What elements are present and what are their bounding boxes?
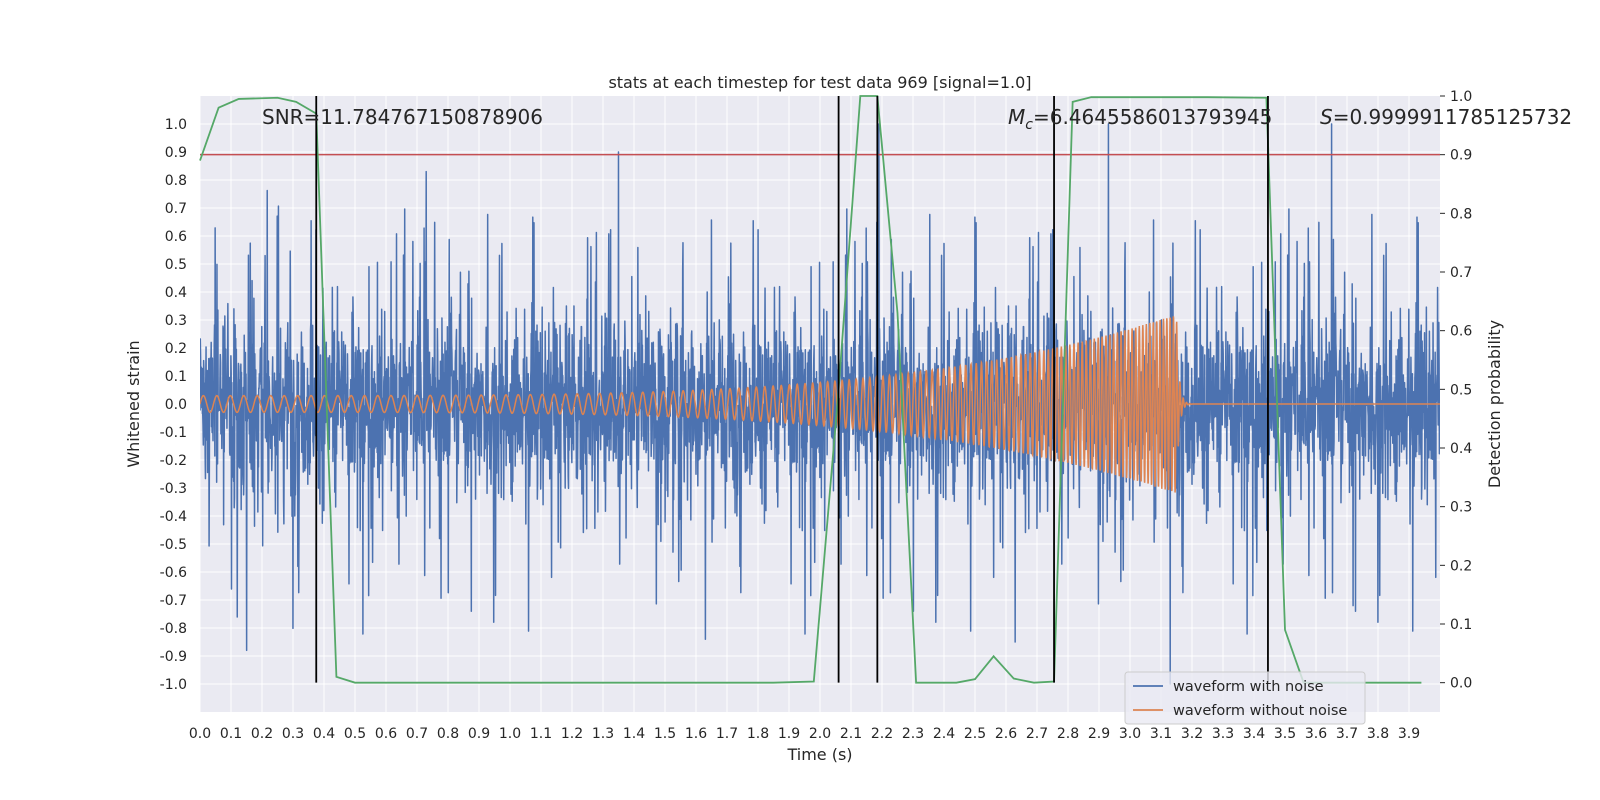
x-tick-label: 0.7 (406, 726, 428, 742)
x-tick-label: 1.0 (499, 726, 521, 742)
x-tick-label: 1.4 (623, 726, 645, 742)
x-tick-label: 3.2 (1181, 726, 1203, 742)
y2-tick-label: 0.5 (1450, 382, 1472, 398)
y-tick-label: -0.7 (160, 593, 187, 609)
x-tick-label: 3.1 (1150, 726, 1172, 742)
x-tick-label: 2.0 (809, 726, 831, 742)
score-symbol: S (1320, 105, 1333, 129)
y-tick-label: -0.4 (160, 509, 187, 525)
x-tick-label: 3.9 (1398, 726, 1420, 742)
y2-tick-label: 0.7 (1450, 265, 1472, 281)
y-axis-label: Whitened strain (124, 340, 143, 467)
y2-tick-label: 0.4 (1450, 441, 1472, 457)
chirp-mass-value: =6.4645586013793945 (1033, 105, 1272, 129)
y2-tick-label: 0.1 (1450, 617, 1472, 633)
y-tick-label: -0.5 (160, 537, 187, 553)
x-tick-label: 0.8 (437, 726, 459, 742)
y-tick-label: 0.2 (165, 341, 187, 357)
x-tick-label: 2.9 (1088, 726, 1110, 742)
x-tick-label: 0.1 (220, 726, 242, 742)
x-tick-label: 0.4 (313, 726, 335, 742)
x-tick-label: 2.1 (840, 726, 862, 742)
x-axis-label: Time (s) (786, 745, 852, 764)
x-tick-label: 3.5 (1274, 726, 1296, 742)
series-layer (200, 123, 1440, 685)
y2-tick-label: 0.3 (1450, 500, 1472, 516)
y-tick-label: -1.0 (160, 677, 187, 693)
y2-tick-labels: 0.0 0.1 0.2 0.3 0.4 0.5 0.6 0.7 0.8 0.9 1.0 (1440, 89, 1472, 692)
y-tick-label: -0.6 (160, 565, 187, 581)
detection-probability-line (199, 95, 1422, 684)
y-tick-label: 0.5 (165, 257, 187, 273)
x-tick-label: 1.5 (654, 726, 676, 742)
y-tick-label: 0.0 (165, 397, 187, 413)
x-tick-label: 2.6 (995, 726, 1017, 742)
x-tick-label: 2.7 (1026, 726, 1048, 742)
y-tick-label: -0.8 (160, 621, 187, 637)
x-tick-label: 2.8 (1057, 726, 1079, 742)
x-tick-labels: 0.0 0.1 0.2 0.3 0.4 0.5 0.6 0.7 0.8 0.9 1.0 1.1 1.2 1… (189, 726, 1420, 742)
score-annotation: S=0.9999911785125732 (1320, 105, 1572, 129)
chirp-mass-subscript: c (1025, 117, 1033, 133)
y-tick-label: -0.2 (160, 453, 187, 469)
x-tick-label: 0.0 (189, 726, 211, 742)
x-tick-label: 3.3 (1212, 726, 1234, 742)
y-tick-label: 1.0 (165, 117, 187, 133)
x-tick-label: 2.3 (902, 726, 924, 742)
y2-tick-label: 0.9 (1450, 148, 1472, 164)
y2-tick-label: 0.8 (1450, 206, 1472, 222)
y-tick-label: -0.3 (160, 481, 187, 497)
y2-tick-label: 0.6 (1450, 324, 1472, 340)
legend: waveform with noise waveform without noi… (1124, 671, 1366, 725)
x-tick-label: 0.6 (375, 726, 397, 742)
x-tick-label: 1.2 (561, 726, 583, 742)
x-tick-label: 3.4 (1243, 726, 1265, 742)
x-tick-label: 1.7 (716, 726, 738, 742)
y-tick-label: 0.4 (165, 285, 187, 301)
y-tick-label: 0.9 (165, 145, 187, 161)
snr-annotation: SNR=11.784767150878906 (262, 105, 543, 129)
y2-tick-label: 0.0 (1450, 676, 1472, 692)
y2-tick-label: 0.2 (1450, 558, 1472, 574)
x-tick-label: 3.6 (1305, 726, 1327, 742)
chart-title: stats at each timestep for test data 969… (608, 73, 1031, 92)
x-tick-label: 3.8 (1367, 726, 1389, 742)
x-tick-label: 2.5 (964, 726, 986, 742)
y-tick-label: 0.6 (165, 229, 187, 245)
chirp-mass-symbol: M (1008, 105, 1025, 129)
legend-label-noise: waveform with noise (1173, 679, 1324, 695)
chirp-mass-annotation: Mc=6.4645586013793945 (1008, 105, 1272, 133)
y-tick-label: 0.3 (165, 313, 187, 329)
y-tick-label: 0.1 (165, 369, 187, 385)
y-tick-label: -0.9 (160, 649, 187, 665)
x-tick-label: 1.1 (530, 726, 552, 742)
legend-label-clean: waveform without noise (1173, 703, 1347, 719)
x-tick-label: 1.6 (685, 726, 707, 742)
overlay-layer (199, 95, 1440, 684)
y-tick-label: 0.8 (165, 173, 187, 189)
y2-tick-label: 1.0 (1450, 89, 1472, 105)
x-tick-label: 0.9 (468, 726, 490, 742)
x-tick-label: 2.4 (933, 726, 955, 742)
x-tick-label: 1.3 (592, 726, 614, 742)
legend-box (1124, 671, 1366, 725)
x-tick-label: 1.9 (778, 726, 800, 742)
x-tick-label: 2.2 (871, 726, 893, 742)
score-value: =0.9999911785125732 (1333, 105, 1572, 129)
y-tick-label: -0.1 (160, 425, 187, 441)
y-tick-label: 0.7 (165, 201, 187, 217)
x-tick-label: 3.7 (1336, 726, 1358, 742)
x-tick-label: 1.8 (747, 726, 769, 742)
y2-axis-label: Detection probability (1485, 320, 1504, 488)
waveform-without-noise-line (200, 316, 1440, 493)
y-tick-labels: -1.0 -0.9 -0.8 -0.7 -0.6 -0.5 -0.4 -0.3 -0.2 -0.1… (160, 117, 187, 693)
x-tick-label: 0.2 (251, 726, 273, 742)
x-tick-label: 0.5 (344, 726, 366, 742)
x-tick-label: 0.3 (282, 726, 304, 742)
x-tick-label: 3.0 (1119, 726, 1141, 742)
